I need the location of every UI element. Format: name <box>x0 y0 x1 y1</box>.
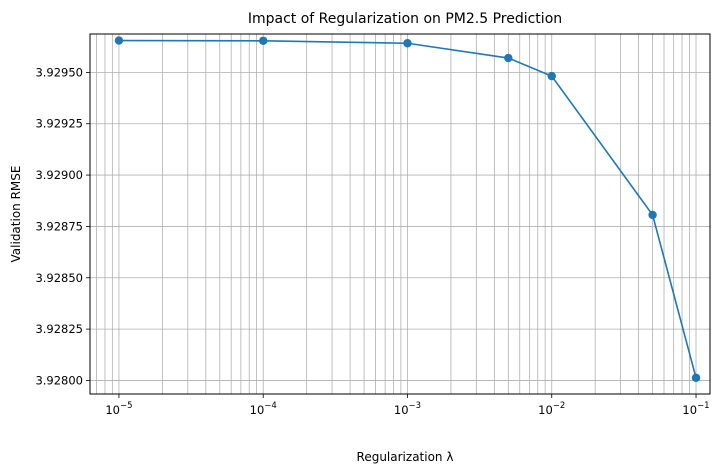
data-point <box>114 36 124 45</box>
y-tick-label: 3.92850 <box>35 271 83 285</box>
x-axis-label: Regularization λ <box>357 450 454 464</box>
x-tick-label: 10−5 <box>105 401 132 417</box>
x-tick-base: 10 <box>682 403 697 417</box>
y-axis: 3.92800 3.92825 3.92850 3.92875 3.92900 3.929… <box>35 65 90 387</box>
y-tick-label: 3.92825 <box>35 322 83 336</box>
data-point <box>547 71 556 81</box>
y-tick-label: 3.92900 <box>35 168 83 182</box>
x-tick-exponent: −5 <box>120 401 133 411</box>
x-tick-base: 10 <box>394 403 409 417</box>
x-axis: 10−5 10−4 10−3 10−2 10−1 <box>105 394 710 417</box>
x-tick-label: 10−3 <box>394 401 421 417</box>
data-point <box>691 373 701 382</box>
y-tick-label: 3.92875 <box>35 219 83 233</box>
data-point <box>403 39 412 48</box>
y-axis-label: Validation RMSE <box>9 166 23 263</box>
x-tick-label: 10−1 <box>682 401 709 417</box>
data-point <box>259 36 268 45</box>
x-tick-label: 10−4 <box>250 401 277 417</box>
x-tick-exponent: −4 <box>264 401 277 411</box>
y-tick-label: 3.92925 <box>35 117 83 131</box>
points-layer <box>114 36 701 382</box>
x-tick-base: 10 <box>250 403 265 417</box>
x-tick-base: 10 <box>105 403 120 417</box>
chart-title: Impact of Regularization on PM2.5 Predic… <box>248 11 562 27</box>
grid <box>90 34 710 394</box>
data-point <box>504 53 513 63</box>
x-tick-label: 10−2 <box>538 401 565 417</box>
plot-frame <box>89 33 711 395</box>
data-point <box>648 210 657 220</box>
y-tick-label: 3.92800 <box>35 373 83 387</box>
x-tick-exponent: −3 <box>409 401 422 411</box>
x-tick-exponent: −1 <box>697 401 710 411</box>
y-tick-label: 3.92950 <box>35 65 83 79</box>
x-tick-base: 10 <box>538 403 553 417</box>
x-tick-exponent: −2 <box>553 401 566 411</box>
